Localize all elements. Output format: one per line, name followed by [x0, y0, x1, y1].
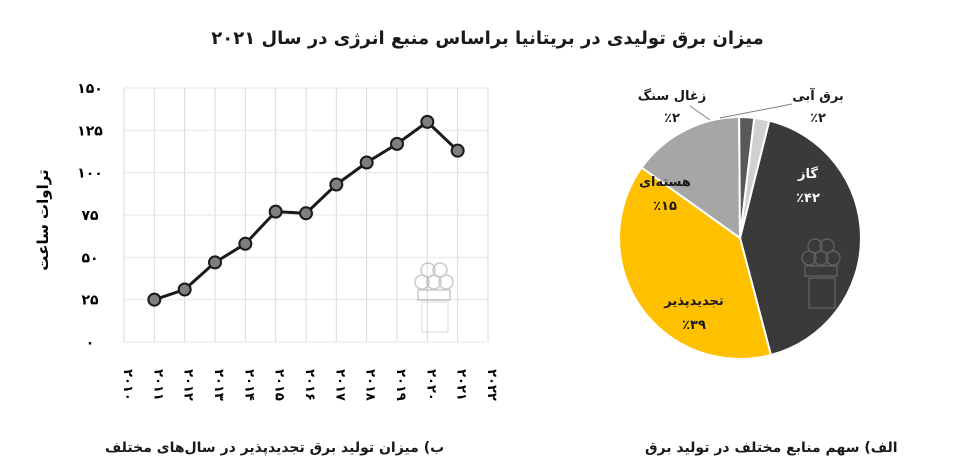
pie-slice-label: زغال سنگ — [638, 88, 706, 104]
watermark-logo-right — [801, 238, 841, 309]
pie-slice-value: ٪۳۹ — [682, 318, 706, 333]
pie-leader-line — [689, 105, 711, 121]
line-chart-caption: ب) میزان تولید برق تجدیدپذیر در سال‌های … — [105, 440, 445, 456]
pie-slice — [618, 166, 773, 360]
x-tick-label: ۲۰۲۲ — [484, 369, 499, 401]
x-tick-label: ۲۰۱۳ — [211, 369, 226, 401]
pie-slice — [738, 119, 862, 357]
data-point — [420, 114, 435, 129]
data-points — [147, 114, 465, 307]
data-point — [268, 204, 283, 219]
x-tick-label: ۲۰۲۰ — [423, 369, 438, 401]
pie-leader-line — [719, 103, 793, 119]
x-tick-label: ۲۰۱۲ — [181, 369, 196, 401]
pie-slice-label: گاز — [797, 166, 818, 182]
y-tick-label: ۱۰۰ — [77, 166, 103, 182]
data-point — [299, 206, 313, 221]
x-tick-label: ۲۰۱۰ — [120, 369, 135, 401]
pie-slice-value: ٪۴۲ — [796, 191, 820, 206]
data-point — [359, 155, 374, 170]
pie-slice-label: هسته‌ای — [639, 175, 691, 190]
y-axis-label: تراوات ساعت — [34, 169, 52, 270]
pie-slice-value: ٪۲ — [810, 111, 826, 126]
x-tick-label: ۲۰۱۴ — [241, 369, 256, 401]
pie-labels: گاز ٪۴۲ تجدیدپذیر ٪۳۹ هسته‌ای ٪۱۵ زغال سنگ ٪۲ بر… — [638, 87, 844, 333]
data-point — [177, 282, 192, 297]
x-tick-label: ۲۰۱۵ — [272, 369, 287, 401]
y-tick-label: ۵۰ — [81, 250, 98, 266]
pie-chart-caption: الف) سهم منابع مختلف در تولید برق — [645, 440, 898, 456]
chart-title: میزان برق تولیدی در بریتانیا براساس منبع… — [211, 28, 764, 49]
y-tick-label: ۰ — [86, 335, 95, 351]
x-tick-label: ۲۰۱۷ — [332, 369, 347, 401]
watermark-logo-left — [414, 262, 454, 333]
x-tick-label: ۲۰۱۶ — [302, 369, 317, 401]
y-tick-label: ۷۵ — [81, 208, 99, 224]
pie-slice-label: تجدیدپذیر — [663, 294, 724, 309]
x-tick-label: ۲۰۲۱ — [454, 369, 469, 401]
energy-pie-chart — [618, 115, 862, 360]
pie-slice — [739, 116, 771, 239]
pie-slice-label: برق آبی — [792, 87, 844, 104]
data-point — [329, 177, 344, 192]
y-tick-labels: ۰ ۲۵ ۵۰ ۷۵ ۱۰۰ ۱۲۵ ۱۵۰ — [77, 81, 103, 351]
data-point — [147, 292, 162, 307]
pie-slice-value: ٪۱۵ — [653, 199, 677, 214]
data-point — [450, 143, 465, 158]
y-tick-label: ۲۵ — [81, 293, 99, 309]
y-tick-label: ۱۲۵ — [77, 123, 103, 139]
data-point — [208, 255, 222, 270]
x-tick-label: ۲۰۱۸ — [363, 369, 378, 401]
pie-slice-value: ٪۲ — [664, 111, 680, 126]
x-tick-labels: ۲۰۱۰ ۲۰۱۱ ۲۰۱۲ ۲۰۱۳ ۲۰۱۴ ۲۰۱۵ ۲۰۱۶ ۲۰۱۷ ۲۰۱۸ ۲۰۱۹… — [120, 369, 499, 401]
data-point — [238, 236, 253, 251]
data-point — [390, 136, 404, 151]
x-tick-label: ۲۰۱۹ — [393, 369, 408, 401]
x-tick-label: ۲۰۱۱ — [150, 369, 165, 401]
y-tick-label: ۱۵۰ — [77, 81, 103, 97]
pie-slice — [640, 115, 742, 240]
